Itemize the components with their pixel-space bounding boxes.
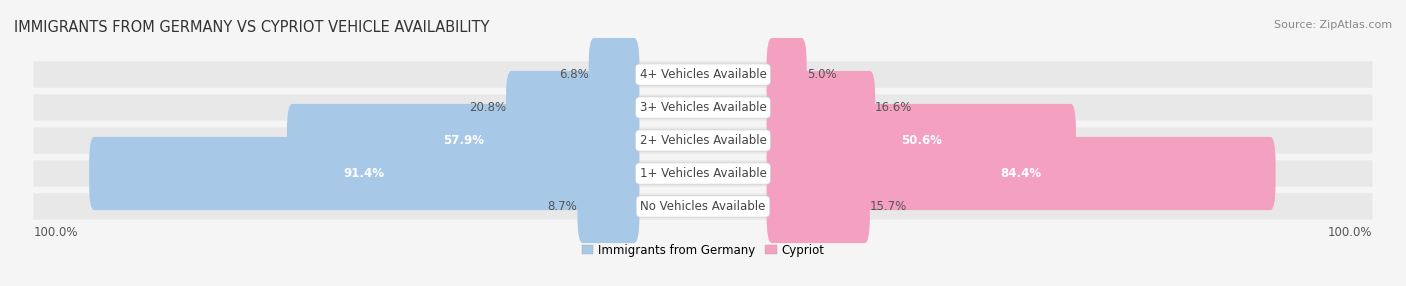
Text: 57.9%: 57.9% — [443, 134, 484, 147]
Text: 5.0%: 5.0% — [807, 68, 837, 81]
Text: 100.0%: 100.0% — [1327, 226, 1372, 239]
FancyBboxPatch shape — [578, 170, 640, 243]
Text: 3+ Vehicles Available: 3+ Vehicles Available — [640, 101, 766, 114]
FancyBboxPatch shape — [766, 71, 875, 144]
FancyBboxPatch shape — [766, 137, 1275, 210]
FancyBboxPatch shape — [766, 38, 807, 111]
FancyBboxPatch shape — [34, 160, 1372, 187]
FancyBboxPatch shape — [89, 137, 640, 210]
FancyBboxPatch shape — [34, 193, 1372, 220]
Text: 50.6%: 50.6% — [901, 134, 942, 147]
Text: IMMIGRANTS FROM GERMANY VS CYPRIOT VEHICLE AVAILABILITY: IMMIGRANTS FROM GERMANY VS CYPRIOT VEHIC… — [14, 20, 489, 35]
FancyBboxPatch shape — [766, 170, 870, 243]
Text: 8.7%: 8.7% — [548, 200, 578, 213]
Text: 4+ Vehicles Available: 4+ Vehicles Available — [640, 68, 766, 81]
Text: 20.8%: 20.8% — [470, 101, 506, 114]
Text: Source: ZipAtlas.com: Source: ZipAtlas.com — [1274, 20, 1392, 30]
Text: 6.8%: 6.8% — [560, 68, 589, 81]
FancyBboxPatch shape — [34, 61, 1372, 88]
Text: 84.4%: 84.4% — [1001, 167, 1042, 180]
Text: 91.4%: 91.4% — [343, 167, 385, 180]
FancyBboxPatch shape — [34, 94, 1372, 121]
FancyBboxPatch shape — [589, 38, 640, 111]
FancyBboxPatch shape — [506, 71, 640, 144]
Legend: Immigrants from Germany, Cypriot: Immigrants from Germany, Cypriot — [576, 239, 830, 262]
FancyBboxPatch shape — [34, 127, 1372, 154]
FancyBboxPatch shape — [766, 104, 1076, 177]
FancyBboxPatch shape — [287, 104, 640, 177]
Text: 15.7%: 15.7% — [870, 200, 907, 213]
Text: No Vehicles Available: No Vehicles Available — [640, 200, 766, 213]
Text: 1+ Vehicles Available: 1+ Vehicles Available — [640, 167, 766, 180]
Text: 16.6%: 16.6% — [875, 101, 912, 114]
Text: 2+ Vehicles Available: 2+ Vehicles Available — [640, 134, 766, 147]
Text: 100.0%: 100.0% — [34, 226, 79, 239]
